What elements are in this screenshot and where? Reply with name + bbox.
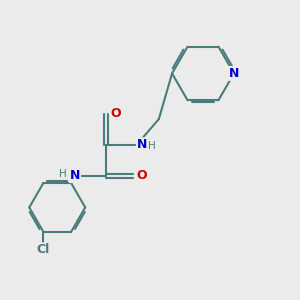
Text: H: H xyxy=(148,141,156,151)
Text: Cl: Cl xyxy=(37,243,50,256)
Text: H: H xyxy=(59,169,66,179)
Text: N: N xyxy=(229,67,239,80)
Text: N: N xyxy=(70,169,80,182)
Text: N: N xyxy=(137,138,147,151)
Text: O: O xyxy=(137,169,147,182)
Text: O: O xyxy=(110,107,121,120)
